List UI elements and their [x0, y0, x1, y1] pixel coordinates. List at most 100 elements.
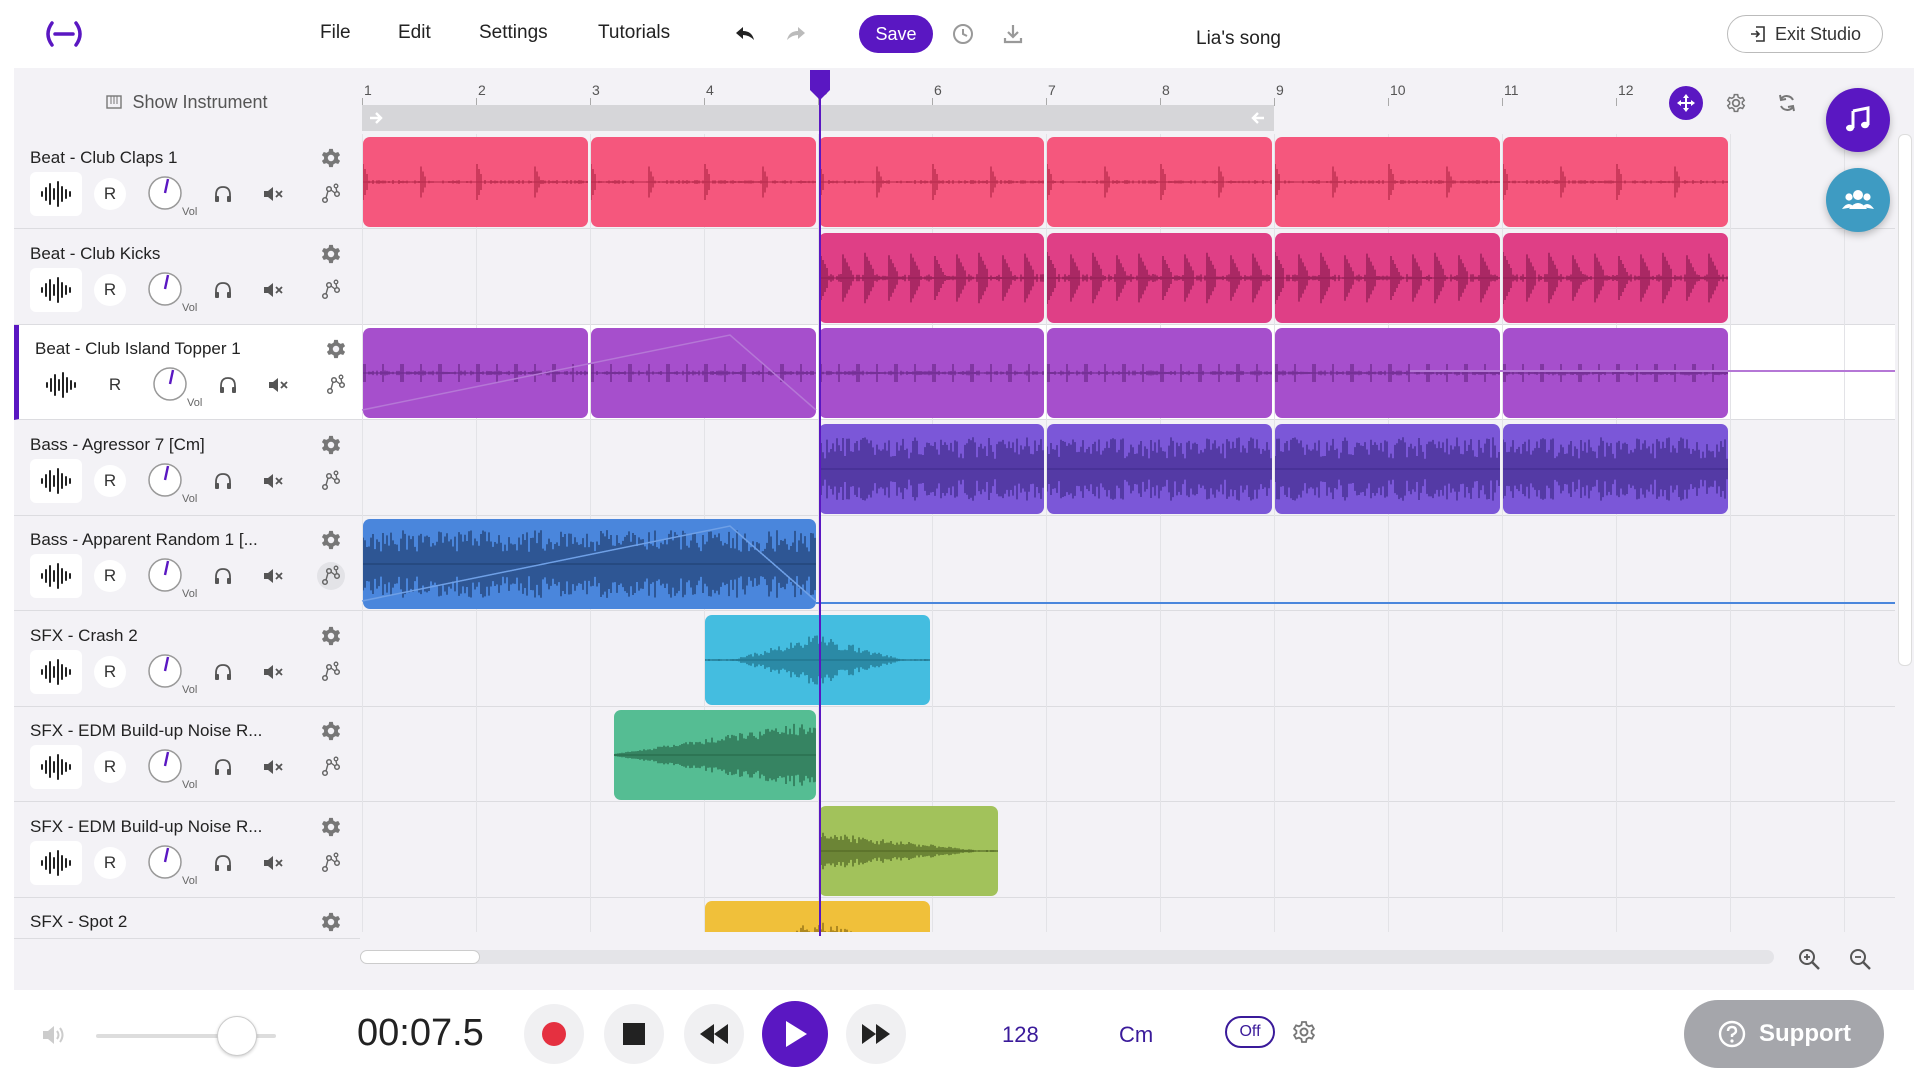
volume-knob[interactable] — [146, 843, 184, 881]
menu-edit[interactable]: Edit — [398, 22, 431, 43]
automation-icon[interactable] — [317, 467, 345, 495]
loop-start-icon[interactable] — [368, 110, 386, 126]
snap-icon[interactable] — [1669, 86, 1703, 120]
mute-icon[interactable] — [259, 658, 287, 686]
volume-knob[interactable] — [146, 652, 184, 690]
solo-headphones-icon[interactable] — [209, 276, 237, 304]
track-settings-gear-icon[interactable] — [317, 240, 345, 268]
arrangement-grid[interactable] — [360, 134, 1895, 932]
record-arm-button[interactable]: R — [94, 560, 126, 592]
support-button[interactable]: Support — [1684, 1000, 1884, 1068]
record-arm-button[interactable]: R — [94, 273, 126, 306]
redo-icon[interactable] — [780, 18, 812, 50]
track-name[interactable]: SFX - Crash 2 — [30, 625, 138, 645]
master-volume-slider[interactable] — [96, 1034, 276, 1038]
vertical-scrollbar[interactable] — [1898, 134, 1912, 666]
volume-knob[interactable] — [146, 270, 184, 308]
speaker-icon[interactable] — [40, 1022, 70, 1052]
solo-headphones-icon[interactable] — [209, 753, 237, 781]
track-name[interactable]: Beat - Club Claps 1 — [30, 148, 178, 167]
history-icon[interactable] — [947, 18, 979, 50]
loop-end-icon[interactable] — [1248, 110, 1266, 126]
zoom-in-icon[interactable] — [1796, 946, 1824, 974]
audio-clip[interactable] — [363, 328, 588, 418]
play-button[interactable] — [762, 1001, 828, 1067]
metronome-toggle[interactable]: Off — [1225, 1016, 1275, 1048]
waveform-icon[interactable] — [30, 554, 82, 598]
automation-icon[interactable] — [322, 371, 350, 399]
record-button[interactable] — [524, 1004, 584, 1064]
track-settings-gear-icon[interactable] — [317, 431, 345, 459]
automation-icon[interactable] — [317, 562, 345, 590]
save-button[interactable]: Save — [859, 15, 933, 53]
track-lane[interactable] — [360, 803, 1895, 898]
audio-clip[interactable] — [705, 614, 930, 705]
waveform-icon[interactable] — [30, 267, 82, 312]
track-lane[interactable] — [360, 707, 1895, 802]
audio-clip[interactable] — [1275, 423, 1500, 514]
audio-clip[interactable] — [613, 710, 816, 800]
track-settings-gear-icon[interactable] — [317, 717, 345, 745]
audio-clip[interactable] — [1503, 423, 1728, 514]
show-instrument-toggle[interactable]: Show Instrument — [14, 70, 360, 134]
mute-icon[interactable] — [259, 753, 287, 781]
track-name[interactable]: Bass - Apparent Random 1 [... — [30, 530, 258, 549]
record-arm-button[interactable]: R — [94, 846, 126, 879]
track-name[interactable]: SFX - EDM Build-up Noise R... — [30, 816, 263, 836]
track-name[interactable]: Bass - Agressor 7 [Cm] — [30, 434, 205, 454]
solo-headphones-icon[interactable] — [209, 180, 237, 208]
mute-icon[interactable] — [259, 276, 287, 304]
solo-headphones-icon[interactable] — [209, 658, 237, 686]
track-lane[interactable] — [360, 421, 1895, 516]
fast-forward-button[interactable] — [846, 1004, 906, 1064]
automation-icon[interactable] — [317, 180, 345, 208]
mute-icon[interactable] — [259, 467, 287, 495]
menu-tutorials[interactable]: Tutorials — [598, 22, 671, 43]
audio-clip[interactable] — [819, 805, 999, 896]
track-settings-gear-icon[interactable] — [317, 526, 345, 554]
audio-clip[interactable] — [819, 423, 1044, 514]
audio-clip[interactable] — [1275, 328, 1500, 418]
audio-clip[interactable] — [591, 328, 816, 418]
audio-clip[interactable] — [1275, 137, 1500, 227]
mute-icon[interactable] — [259, 849, 287, 877]
track-header[interactable]: SFX - EDM Build-up Noise R... R Vol — [14, 707, 360, 802]
volume-knob[interactable] — [151, 365, 189, 403]
grid-settings-gear-icon[interactable] — [1721, 88, 1751, 118]
track-header[interactable]: SFX - Crash 2 R Vol — [14, 611, 360, 707]
record-arm-button[interactable]: R — [99, 369, 131, 401]
track-lane[interactable] — [360, 516, 1895, 611]
rewind-button[interactable] — [684, 1004, 744, 1064]
track-settings-gear-icon[interactable] — [317, 622, 345, 650]
automation-line[interactable] — [361, 334, 817, 411]
menu-file[interactable]: File — [320, 22, 351, 43]
menu-settings[interactable]: Settings — [479, 22, 548, 43]
track-lane[interactable] — [360, 134, 1895, 229]
mute-icon[interactable] — [259, 562, 287, 590]
solo-headphones-icon[interactable] — [209, 467, 237, 495]
instrument-panel-button[interactable] — [1826, 88, 1890, 152]
waveform-icon[interactable] — [30, 458, 82, 503]
track-name[interactable]: Beat - Club Kicks — [30, 243, 161, 263]
solo-headphones-icon[interactable] — [214, 371, 242, 399]
waveform-icon[interactable] — [35, 363, 87, 407]
logo-icon[interactable] — [42, 20, 86, 48]
horizontal-scroll-thumb[interactable] — [360, 950, 480, 964]
audio-clip[interactable] — [705, 901, 930, 932]
mute-icon[interactable] — [259, 180, 287, 208]
record-arm-button[interactable]: R — [94, 655, 126, 688]
audio-clip[interactable] — [1047, 328, 1272, 418]
master-volume-handle[interactable] — [217, 1016, 258, 1056]
record-arm-button[interactable]: R — [94, 464, 126, 497]
volume-knob[interactable] — [146, 461, 184, 499]
audio-clip[interactable] — [363, 137, 588, 227]
waveform-icon[interactable] — [30, 745, 82, 789]
track-name[interactable]: Beat - Club Island Topper 1 — [35, 339, 241, 358]
loop-region[interactable] — [362, 105, 1274, 131]
track-header[interactable]: SFX - EDM Build-up Noise R... R Vol — [14, 802, 360, 898]
playhead-handle[interactable] — [809, 70, 831, 100]
track-header[interactable]: SFX - Spot 2 — [14, 898, 360, 939]
audio-clip[interactable] — [819, 328, 1044, 418]
exit-studio-button[interactable]: Exit Studio — [1727, 15, 1883, 53]
track-lane[interactable] — [360, 612, 1895, 707]
